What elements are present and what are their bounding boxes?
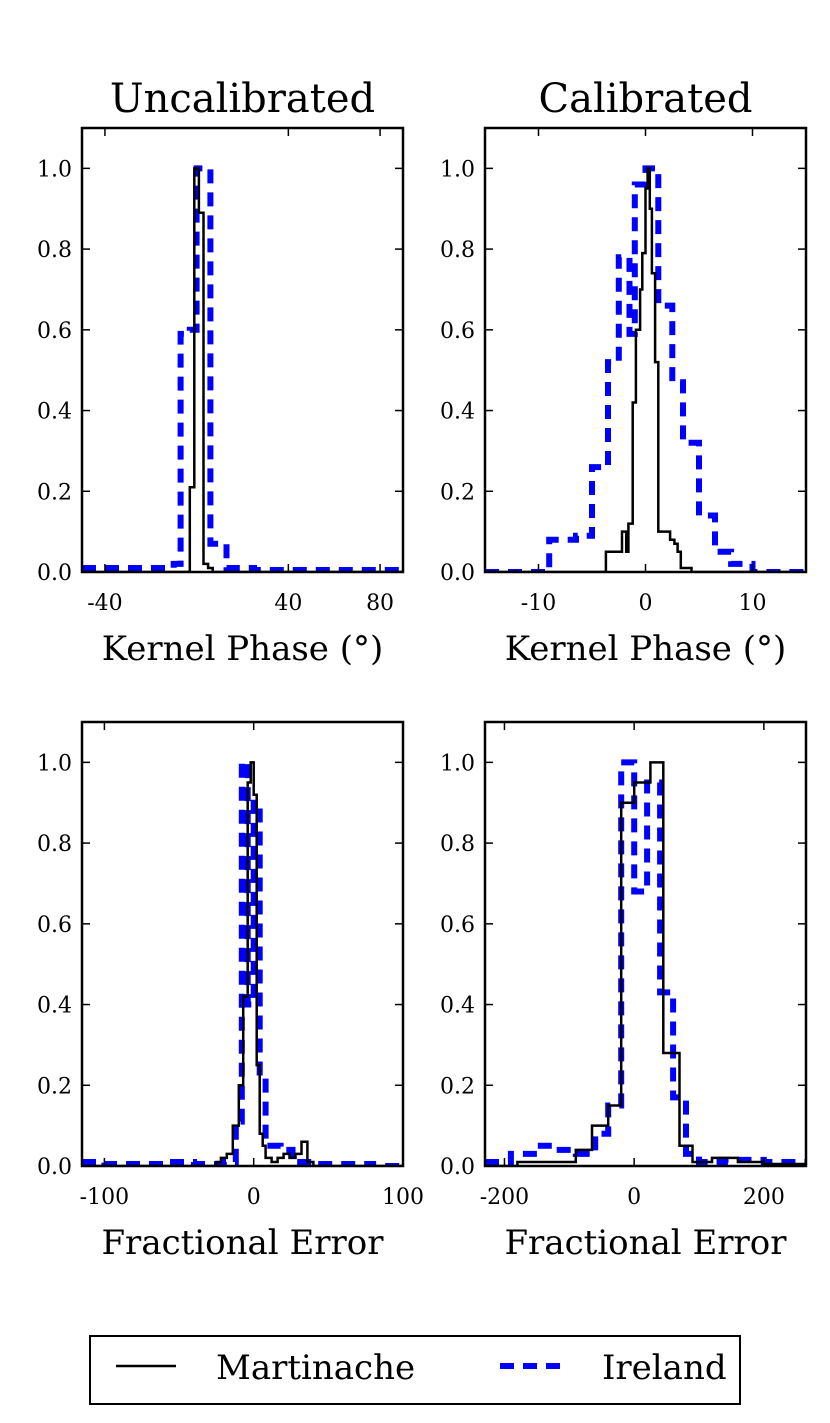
legend: Martinache Ireland xyxy=(89,1335,741,1405)
axes-frame xyxy=(80,126,405,574)
y-tick-label: 0.8 xyxy=(440,238,475,263)
series-ireland-line xyxy=(485,759,806,1165)
x-tick-label: -100 xyxy=(80,1185,129,1210)
y-tick-label: 0.6 xyxy=(440,319,475,344)
y-tick-label: 0.0 xyxy=(37,561,72,586)
x-tick-label: 200 xyxy=(743,1185,785,1210)
y-tick-label: 0.8 xyxy=(37,238,72,263)
axes-frame xyxy=(483,720,808,1168)
x-axis-label: Kernel Phase (°) xyxy=(102,629,384,669)
series-martinache-line xyxy=(485,761,806,1166)
y-tick-label: 0.4 xyxy=(37,400,72,425)
x-tick-label: -200 xyxy=(480,1185,529,1210)
y-tick-label: 1.0 xyxy=(440,751,475,776)
x-tick-label: 0 xyxy=(627,1185,641,1210)
panel-3: 0.0 0.2 0.4 0.6 0.8 1.0 -100 0 100 Fractional Err… xyxy=(37,720,424,1263)
y-tick-label: 1.0 xyxy=(37,751,72,776)
x-tick-label: 100 xyxy=(382,1185,424,1210)
y-tick-label: 0.8 xyxy=(37,832,72,857)
panel-1: 0.0 0.2 0.4 0.6 0.8 1.0 -40 40 80 Uncalibrated Ker… xyxy=(37,76,405,669)
y-tick-label: 0.2 xyxy=(37,480,72,505)
y-tick-label: 1.0 xyxy=(440,157,475,182)
panels: 0.0 0.2 0.4 0.6 0.8 1.0 -40 40 80 Uncalibrated Ker… xyxy=(37,76,808,1263)
x-tick-label: 40 xyxy=(274,591,302,616)
y-tick-label: 0.8 xyxy=(440,832,475,857)
x-axis-label: Fractional Error xyxy=(101,1223,384,1263)
y-tick-label: 0.6 xyxy=(37,913,72,938)
x-tick-label: 0 xyxy=(639,591,653,616)
panel-title: Calibrated xyxy=(539,76,753,122)
y-tick-label: 0.6 xyxy=(440,913,475,938)
panel-title: Uncalibrated xyxy=(110,76,375,122)
x-tick-label: -10 xyxy=(521,591,556,616)
x-tick-label: -40 xyxy=(87,591,122,616)
x-axis-label: Fractional Error xyxy=(504,1223,787,1263)
series-ireland-line xyxy=(82,759,403,1166)
series-martinache-line xyxy=(82,761,403,1166)
y-tick-label: 0.4 xyxy=(440,400,475,425)
axes-frame xyxy=(80,720,405,1168)
legend-ireland-label: Ireland xyxy=(602,1348,727,1388)
y-tick-label: 0.6 xyxy=(37,319,72,344)
x-axis-label: Kernel Phase (°) xyxy=(505,629,787,669)
panel-4: 0.0 0.2 0.4 0.6 0.8 1.0 -200 0 200 Fractional Err… xyxy=(440,720,808,1263)
y-tick-label: 0.2 xyxy=(440,480,475,505)
y-tick-label: 1.0 xyxy=(37,157,72,182)
y-tick-label: 0.4 xyxy=(37,994,72,1019)
y-tick-label: 0.0 xyxy=(440,1155,475,1180)
y-tick-label: 0.0 xyxy=(37,1155,72,1180)
legend-frame xyxy=(89,1335,741,1405)
x-tick-label: 0 xyxy=(247,1185,261,1210)
x-tick-label: 80 xyxy=(366,591,394,616)
y-tick-label: 0.2 xyxy=(440,1074,475,1099)
x-tick-label: 10 xyxy=(739,591,767,616)
series-martinache-line xyxy=(82,167,403,572)
legend-martinache-label: Martinache xyxy=(216,1348,415,1388)
panel-2: 0.0 0.2 0.4 0.6 0.8 1.0 -10 0 10 Calibrated Kernel… xyxy=(440,76,808,669)
y-tick-label: 0.0 xyxy=(440,561,475,586)
series-martinache-line xyxy=(485,167,806,572)
y-tick-label: 0.2 xyxy=(37,1074,72,1099)
series-ireland-line xyxy=(82,165,403,572)
y-tick-label: 0.4 xyxy=(440,994,475,1019)
